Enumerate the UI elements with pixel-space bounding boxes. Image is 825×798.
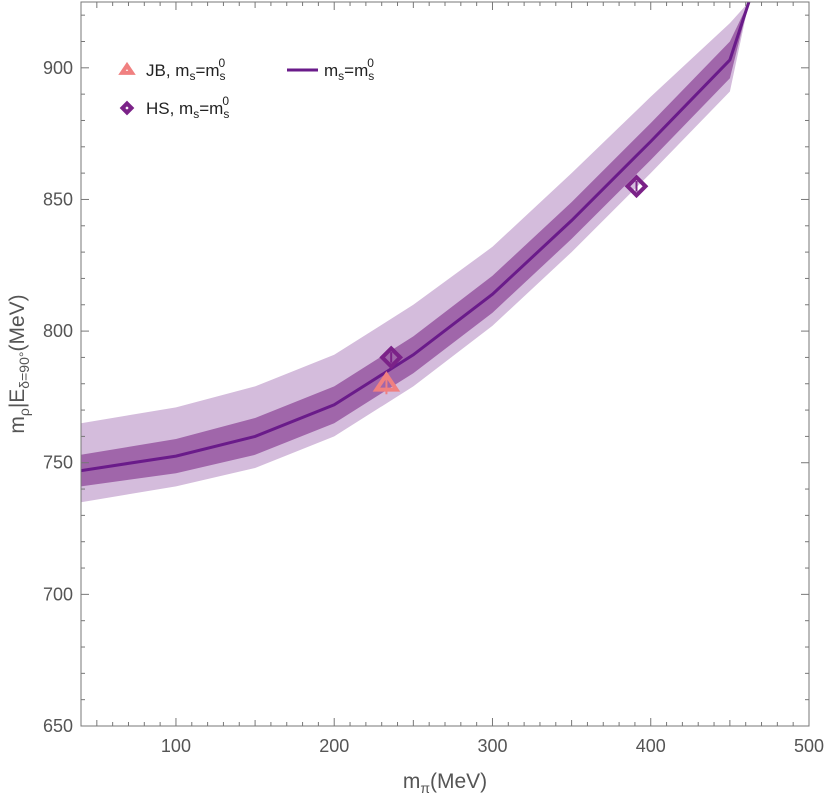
uncertainty-bands (81, 2, 749, 503)
legend-label: ms=ms0 (324, 56, 374, 83)
central-line-group (81, 2, 751, 473)
x-tick-label: 300 (477, 736, 507, 756)
x-axis-label: mπ(MeV) (403, 770, 487, 796)
x-tick-label: 100 (161, 736, 191, 756)
legend-label: HS, ms=ms0 (146, 94, 229, 121)
triangle-marker (372, 371, 401, 392)
legend-item-2: ms=ms0 (287, 56, 374, 83)
point-jb-0 (372, 371, 401, 395)
legend-item-0: JB, ms=ms0 (118, 56, 226, 83)
y-axis-label: mρ|Eδ=90°(MeV) (6, 294, 32, 433)
legend-diamond-icon (119, 100, 135, 116)
legend-triangle-icon (118, 61, 136, 75)
legend-label: JB, ms=ms0 (146, 56, 226, 83)
x-tick-label: 500 (794, 736, 824, 756)
x-tick-label: 400 (636, 736, 666, 756)
data-points (372, 174, 649, 395)
legend-item-1: HS, ms=ms0 (119, 94, 229, 121)
x-tick-label: 200 (319, 736, 349, 756)
diamond-marker (379, 345, 404, 370)
y-tick-label: 900 (43, 58, 73, 78)
y-tick-label: 800 (43, 321, 73, 341)
y-tick-label: 700 (43, 584, 73, 604)
point-hs-1 (624, 174, 649, 199)
axis-ticks: 100 200 300 400 500 650 700 750 800 850 900 (43, 2, 824, 756)
y-tick-label: 650 (43, 716, 73, 736)
central-line (81, 2, 751, 473)
diamond-marker (624, 174, 649, 199)
legend: JB, ms=ms0 HS, ms=ms0 ms=ms0 (118, 56, 374, 121)
y-tick-label: 750 (43, 453, 73, 473)
point-hs-0 (379, 345, 404, 370)
y-tick-label: 850 (43, 189, 73, 209)
